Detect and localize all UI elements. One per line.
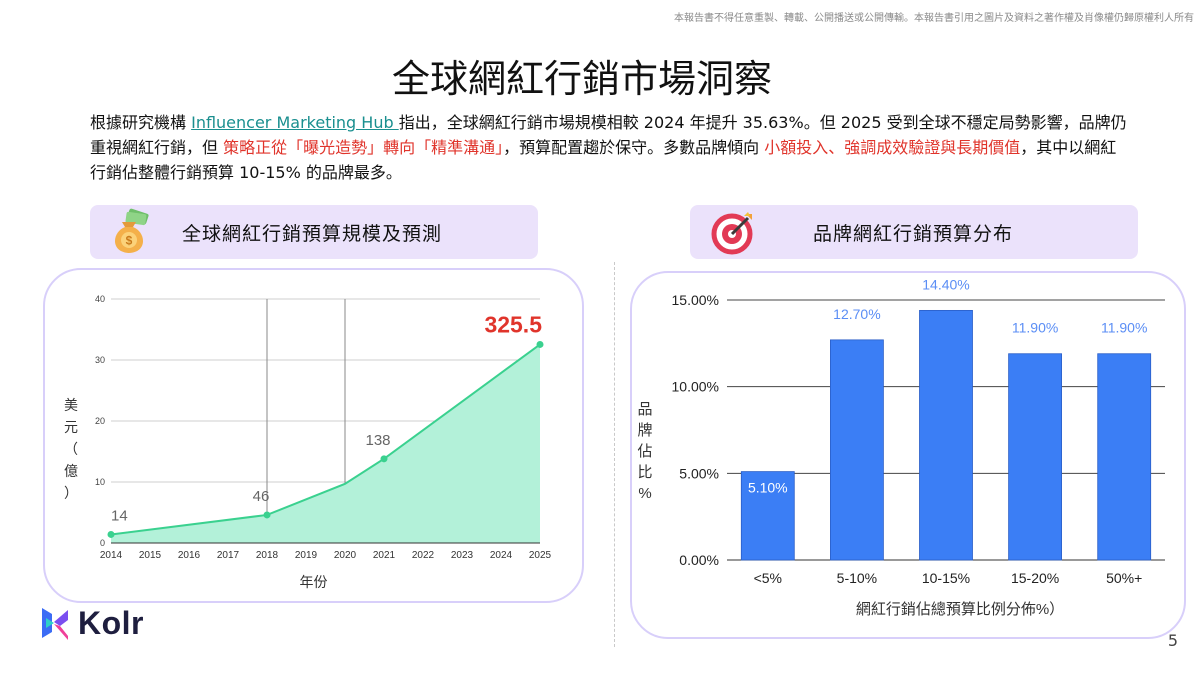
bar-chart-bar [740, 471, 795, 561]
area-chart-x-tick: 2015 [139, 550, 162, 561]
area-chart-x-tick: 2024 [490, 550, 513, 561]
area-chart-point [107, 530, 115, 538]
bar-chart-value-label: 11.90% [1101, 320, 1147, 336]
area-chart-point [380, 455, 388, 463]
area-chart-data-label: 46 [253, 488, 270, 505]
kolr-logo-icon [42, 608, 68, 640]
bar-chart-bar [1008, 353, 1062, 561]
area-chart-y-label: 美元（億） [64, 397, 78, 501]
intro-text-4: ，其中以網紅行銷佔整體行銷預算 10-15% 的品牌最多。 [90, 138, 1117, 182]
section-title-right: 品牌網紅行銷預算分布 [813, 222, 1014, 245]
intro-text-3: ，預算配置趨於保守。多數品牌傾向 [503, 138, 765, 157]
bar-chart-value-label: 11.90% [1012, 320, 1058, 336]
area-chart-x-tick: 2018 [256, 550, 279, 561]
money-bag-icon: $ [114, 208, 149, 253]
bar-chart-x-tick: <5% [754, 570, 782, 586]
area-chart-y-tick: 30 [95, 355, 105, 365]
intro-text-2: 指出，全球網紅行銷市場規模相較 2024 年提升 35.63%。但 2025 受… [90, 113, 1127, 157]
area-chart-x-tick: 2017 [217, 550, 240, 561]
market-size-chart-panel [43, 268, 584, 603]
kolr-logo: Kolr [38, 603, 168, 643]
bar-chart-bar [919, 309, 973, 561]
intro-highlight-1: 策略正從「曝光造勢」轉向「精準溝通」 [223, 138, 504, 157]
svg-text:$: $ [126, 234, 133, 248]
area-chart-y-tick: 10 [95, 477, 105, 487]
logo-wordmark: Kolr [78, 604, 144, 641]
intro-paragraph: 根據研究機構 Influencer Marketing Hub 指出，全球網紅行… [90, 110, 1130, 185]
section-divider [614, 262, 615, 647]
budget-distribution-chart-panel [630, 271, 1186, 639]
area-chart-x-tick: 2019 [295, 550, 318, 561]
page-title: 全球網紅行銷市場洞察 [391, 57, 772, 101]
intro-highlight-2: 小額投入、強調成效驗證與長期價值 [764, 138, 1021, 157]
page-number: 5 [1167, 631, 1178, 650]
bar-chart-x-tick: 50%+ [1106, 570, 1142, 586]
influencer-marketing-hub-link[interactable]: Influencer Marketing Hub [191, 113, 399, 132]
section-header-budget-scale: $ 全球網紅行銷預算規模及預測 [90, 205, 538, 259]
area-chart-x-label: 年份 [300, 574, 328, 590]
area-chart-x-tick: 2023 [451, 550, 474, 561]
bar-chart-value-label: 14.40% [922, 276, 969, 292]
disclaimer-text: 本報告書不得任意重製、轉載、公開播送或公開傳輸。本報告書引用之圖片及資料之著作權… [674, 13, 1194, 24]
area-chart-data-label: 325.5 [484, 311, 542, 337]
area-chart-data-label: 138 [365, 432, 390, 449]
section-header-budget-distribution: 品牌網紅行銷預算分布 [690, 205, 1138, 259]
area-chart-point [263, 511, 271, 519]
bar-chart-y-tick: 10.00% [672, 379, 719, 395]
section-title-left: 全球網紅行銷預算規模及預測 [182, 222, 443, 245]
bar-chart-value-label: 5.10% [748, 480, 788, 496]
bar-chart-bar [830, 339, 884, 561]
bar-chart-x-tick: 10-15% [922, 570, 970, 586]
area-chart-x-tick: 2022 [412, 550, 435, 561]
bar-chart-y-tick: 0.00% [679, 552, 719, 568]
area-chart-point [536, 340, 544, 348]
area-chart-y-tick: 40 [95, 294, 105, 304]
target-icon [711, 212, 753, 255]
budget-distribution-bar-chart: 0.00% 5.00% 10.00% 15.00% 5.10% <5% 12.70% 5-10… [637, 276, 1165, 618]
area-chart-fill [111, 344, 540, 543]
area-chart-y-tick: 0 [100, 538, 105, 548]
area-chart-x-tick: 2016 [178, 550, 201, 561]
area-chart-x-tick: 2020 [334, 550, 357, 561]
area-chart-data-label: 14 [111, 507, 128, 524]
area-chart-y-tick: 20 [95, 416, 105, 426]
area-chart-x-tick: 2021 [373, 550, 396, 561]
area-chart-x-tick: 2014 [100, 550, 123, 561]
bar-chart-y-tick: 15.00% [672, 292, 719, 308]
bar-chart-y-label: 品牌佔比% [637, 401, 652, 502]
intro-text-1: 根據研究機構 [90, 113, 192, 132]
area-chart-line [110, 343, 541, 536]
bar-chart-x-tick: 15-20% [1011, 570, 1059, 586]
area-chart-x-tick: 2025 [529, 550, 552, 561]
bar-chart-value-label: 12.70% [833, 306, 880, 322]
bar-chart-x-tick: 5-10% [837, 570, 877, 586]
bar-chart-bar [1097, 353, 1152, 561]
bar-chart-y-tick: 5.00% [679, 465, 719, 481]
bar-chart-x-label: 網紅行銷佔總預算比例分佈%） [856, 600, 1064, 618]
market-size-area-chart: 0 10 20 30 40 14 46 138 325.5 2014 2015 2016 2017 201… [64, 294, 552, 590]
